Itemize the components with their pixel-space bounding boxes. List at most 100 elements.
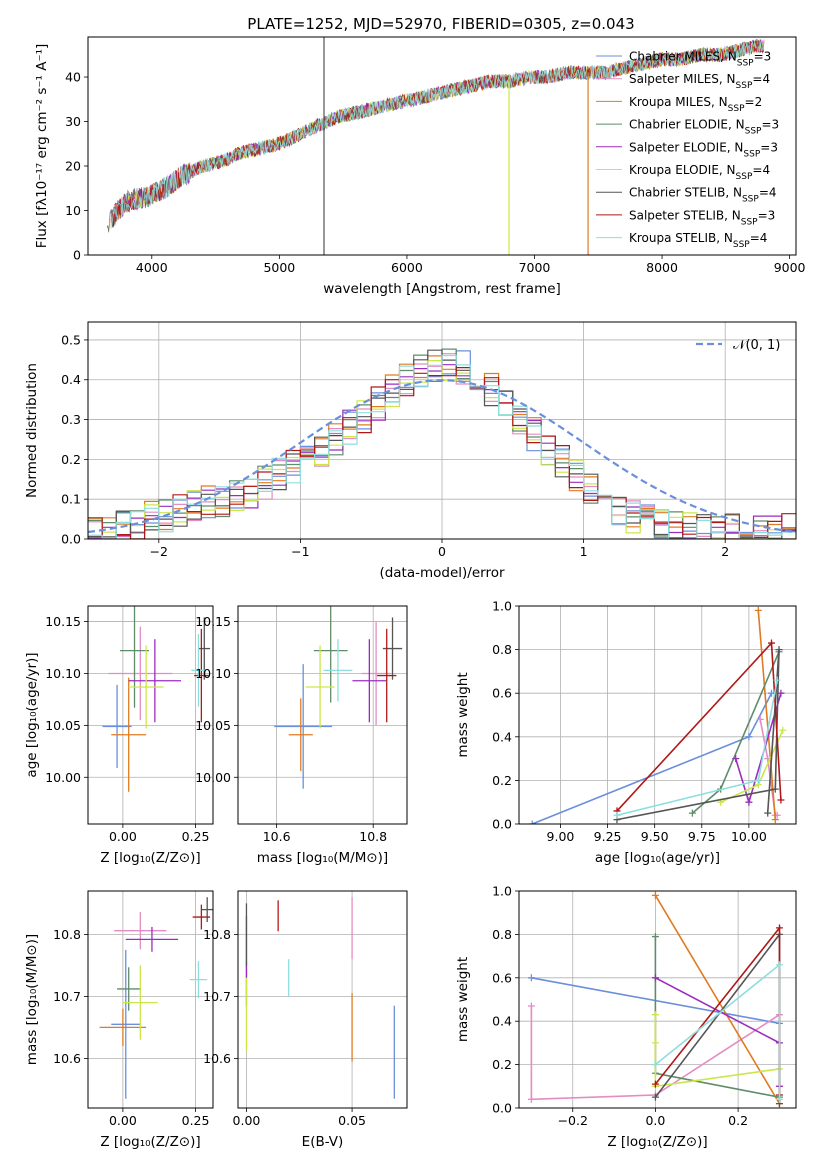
histogram-step bbox=[88, 353, 796, 539]
y-tick-label: 0.4 bbox=[61, 372, 81, 387]
normal-curve bbox=[88, 379, 796, 534]
y-axis-label: age [log₁₀(age/yr)] bbox=[24, 652, 40, 777]
legend-subscript: SSP bbox=[742, 195, 759, 205]
y-tick-label: 10.8 bbox=[53, 927, 81, 942]
legend-subscript: SSP bbox=[737, 59, 754, 69]
legend-subscript: SSP bbox=[733, 240, 750, 250]
weight-line bbox=[616, 649, 780, 821]
histogram-step bbox=[88, 349, 796, 539]
x-axis-label: wavelength [Angstrom, rest frame] bbox=[323, 281, 561, 297]
weight-marker bbox=[651, 1093, 659, 1101]
x-axis-label: (data-model)/error bbox=[379, 565, 505, 581]
x-tick-label: 1 bbox=[580, 544, 588, 559]
plot-area bbox=[528, 606, 787, 824]
legend-value: =3 bbox=[758, 208, 776, 222]
mass-weight-vs-age-panel: 9.00 9.25 9.50 9.75 10.00 0.0 0.2 0.4 0.6 0.8 1.0 a… bbox=[455, 599, 797, 866]
weight-marker bbox=[732, 755, 740, 763]
weight-line bbox=[757, 610, 777, 820]
x-tick-label: 9.25 bbox=[594, 829, 622, 844]
y-tick-label: 10.05 bbox=[45, 718, 81, 733]
axes-frame bbox=[237, 605, 408, 825]
weight-marker bbox=[775, 961, 783, 969]
legend-entry: 𝒩(0, 1) bbox=[733, 338, 780, 353]
y-tick-label: 0.1 bbox=[61, 492, 81, 507]
age-vs-mass-panel: 10.6 10.8 10.00 10.05 10.10 10.15 mass [log₁₀(… bbox=[195, 605, 408, 866]
weight-marker bbox=[651, 1061, 659, 1069]
y-tick-label: 20 bbox=[65, 159, 81, 174]
y-tick-label: 10.10 bbox=[45, 666, 81, 681]
y-tick-label: 10.00 bbox=[45, 770, 81, 785]
axes-frame bbox=[237, 890, 408, 1109]
weight-marker bbox=[651, 1039, 659, 1047]
residual-histogram-panel: −2 −1 0 1 2 0.0 0.1 0.2 0.3 0.4 0.5 (data-model)/er… bbox=[24, 321, 797, 581]
x-tick-label: 9.75 bbox=[688, 829, 716, 844]
weight-marker bbox=[651, 1080, 659, 1088]
y-tick-label: 10.7 bbox=[53, 989, 81, 1004]
y-tick-label: 10.6 bbox=[53, 1051, 81, 1066]
mass-vs-reddening-panel: 0.00 0.05 10.6 10.7 10.8 E(B-V) bbox=[203, 890, 408, 1150]
x-tick-label: 9.00 bbox=[547, 829, 575, 844]
x-tick-label: 10.8 bbox=[359, 829, 387, 844]
y-axis-label: mass weight bbox=[455, 957, 471, 1042]
legend-subscript: SSP bbox=[728, 104, 745, 114]
y-tick-label: 10.15 bbox=[45, 614, 81, 629]
y-tick-label: 0.6 bbox=[492, 686, 512, 701]
legend-value: =4 bbox=[752, 72, 770, 86]
y-tick-label: 1.0 bbox=[492, 884, 512, 899]
legend-value: =3 bbox=[760, 140, 778, 154]
weight-marker bbox=[756, 715, 764, 723]
legend-value: =4 bbox=[752, 163, 770, 177]
axes-frame bbox=[87, 36, 797, 256]
y-tick-label: 0.2 bbox=[492, 773, 512, 788]
legend-value: =3 bbox=[754, 50, 772, 64]
y-tick-label: 0.3 bbox=[61, 412, 81, 427]
x-tick-label: 6000 bbox=[391, 260, 423, 275]
x-tick-label: 7000 bbox=[519, 260, 551, 275]
weight-marker bbox=[688, 809, 696, 817]
axes-frame bbox=[518, 890, 797, 1109]
y-tick-label: 0.4 bbox=[492, 729, 512, 744]
y-axis-label: Normed distribution bbox=[24, 363, 40, 498]
y-tick-label: 10.00 bbox=[195, 770, 231, 785]
age-vs-metallicity-panel: 0.00 0.25 10.00 10.05 10.10 10.15 Z [log₁₀(Z/Z… bbox=[24, 605, 214, 866]
weight-marker bbox=[651, 974, 659, 982]
x-axis-label: E(B-V) bbox=[302, 1134, 344, 1150]
weight-marker bbox=[777, 796, 785, 804]
weight-marker bbox=[775, 646, 783, 654]
y-tick-label: 1.0 bbox=[492, 599, 512, 614]
x-tick-label: 5000 bbox=[263, 260, 295, 275]
x-tick-label: −1 bbox=[291, 544, 309, 559]
legend-subscript: SSP bbox=[745, 127, 762, 137]
weight-marker bbox=[651, 891, 659, 899]
y-axis-label: mass weight bbox=[455, 672, 471, 757]
legend-value: =4 bbox=[750, 231, 768, 245]
y-tick-label: 0.0 bbox=[61, 532, 81, 547]
axes-frame bbox=[518, 605, 797, 825]
weight-marker bbox=[771, 785, 779, 793]
y-tick-label: 10.6 bbox=[203, 1051, 231, 1066]
y-tick-label: 10.10 bbox=[195, 666, 231, 681]
y-tick-label: 0.2 bbox=[61, 452, 81, 467]
x-axis-label: mass [log₁₀(M/M⊙)] bbox=[257, 850, 388, 866]
x-axis-label: Z [log₁₀(Z/Z⊙)] bbox=[100, 850, 200, 866]
weight-marker bbox=[527, 974, 535, 982]
weight-marker bbox=[745, 733, 753, 741]
weight-marker bbox=[527, 1002, 535, 1010]
mass-vs-metallicity-panel: 0.00 0.25 10.6 10.7 10.8 Z [log₁₀(Z/Z⊙)] mass … bbox=[24, 890, 214, 1150]
legend-value: =3 bbox=[761, 118, 779, 132]
legend-subscript: SSP bbox=[741, 217, 758, 227]
x-tick-label: 0.25 bbox=[182, 829, 210, 844]
axes-frame bbox=[87, 321, 797, 540]
histogram-step bbox=[88, 360, 796, 539]
y-tick-label: 10.15 bbox=[195, 614, 231, 629]
x-tick-label: 0 bbox=[438, 544, 446, 559]
y-tick-label: 0.4 bbox=[492, 1014, 512, 1029]
x-tick-label: 4000 bbox=[136, 260, 168, 275]
weight-marker bbox=[775, 924, 783, 932]
x-axis-label: Z [log₁₀(Z/Z⊙)] bbox=[607, 1134, 707, 1150]
y-tick-label: 0.0 bbox=[492, 1101, 512, 1116]
y-tick-label: 0.8 bbox=[492, 642, 512, 657]
weight-line bbox=[530, 1006, 780, 1101]
y-tick-label: 0.2 bbox=[492, 1057, 512, 1072]
